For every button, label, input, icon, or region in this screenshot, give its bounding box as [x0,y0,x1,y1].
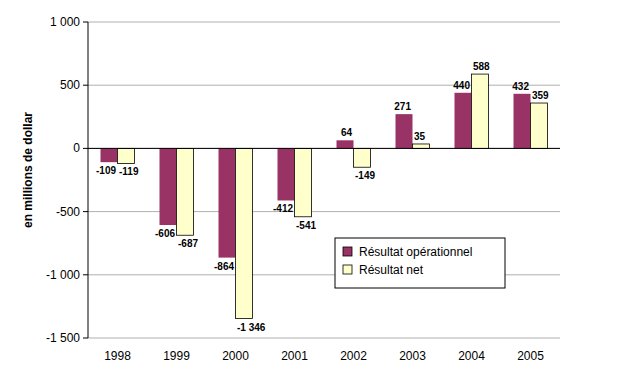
bar [101,148,118,162]
data-label: 440 [453,80,470,91]
bar [514,94,531,149]
data-label: -149 [355,170,375,181]
grid-line [88,148,560,149]
data-label: -687 [178,238,198,249]
bar [236,148,253,318]
x-axis [88,148,560,149]
bar [472,74,489,148]
y-tick-label: 1 000 [50,15,80,29]
legend-label: Résultat opérationnel [359,245,472,259]
chart: -1 500 -1 000 -500 0 500 1 000 -109 -606 -864 -41… [0,0,630,382]
bar [531,103,548,148]
legend-swatch [343,247,352,256]
y-tick [83,148,88,149]
x-tick-label: 2003 [399,349,426,363]
data-label: -541 [296,220,316,231]
bar [413,144,430,148]
x-tick-label: 2001 [281,349,308,363]
x-tick-label: 2000 [222,349,249,363]
bar [219,148,236,257]
x-tick-label: 1999 [163,349,190,363]
y-tick-label: -1 500 [46,331,80,345]
data-label: -412 [273,203,293,214]
legend-label: Résultat net [359,263,424,277]
grid-line [88,85,560,86]
x-tick-label: 2002 [340,349,367,363]
data-label: 588 [473,61,490,72]
legend: Résultat opérationnel Résultat net [335,238,505,288]
grid-line [88,22,560,23]
grid-line [88,338,560,339]
y-tick [83,274,88,275]
x-tick-label: 1998 [104,349,131,363]
y-tick [83,338,88,339]
data-label: 359 [532,90,549,101]
bar [337,140,354,148]
bar [160,148,177,225]
data-label: 271 [394,101,411,112]
y-tick [83,211,88,212]
bar [177,148,194,235]
bars [101,74,548,318]
y-tick [83,22,88,23]
data-label: -864 [214,261,234,272]
y-tick-label: -500 [56,205,80,219]
data-label: 64 [341,127,353,138]
data-label: -119 [119,166,139,177]
data-label: -109 [96,165,116,176]
bar [118,148,135,163]
bar [278,148,295,200]
y-axis [88,22,89,338]
y-tick-label: 500 [60,78,80,92]
legend-swatch [343,265,352,274]
data-label: -606 [155,228,175,239]
bar [354,148,371,167]
x-tick-label: 2004 [458,349,485,363]
legend-box [335,238,505,288]
data-label: 35 [414,131,426,142]
grid-line [88,211,560,212]
data-label: 432 [512,81,529,92]
y-tick [83,85,88,86]
bar [455,93,472,149]
y-axis-label: en millions de dollar [21,112,35,228]
y-tick-label: -1 000 [46,268,80,282]
y-tick-label: 0 [73,141,80,155]
x-tick-label: 2005 [517,349,544,363]
bar [295,148,312,216]
bar [396,114,413,148]
data-label: -1 346 [237,322,266,333]
